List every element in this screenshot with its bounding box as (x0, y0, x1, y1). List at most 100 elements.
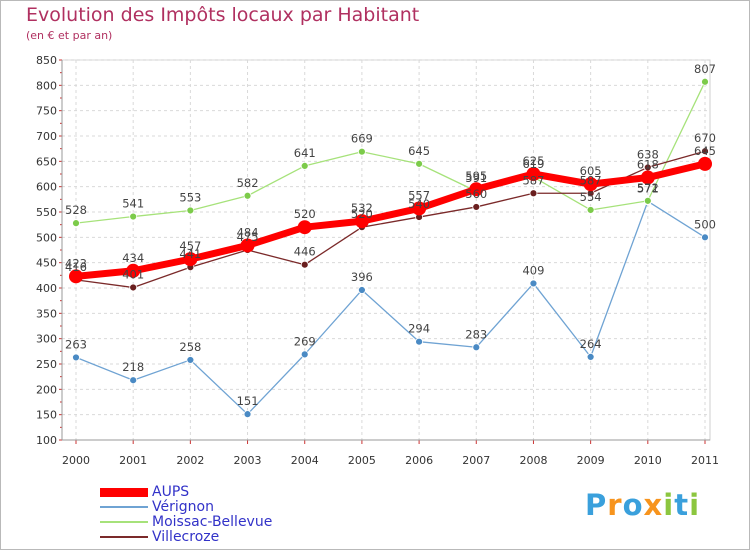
data-label-moissac-bellevue: 619 (522, 157, 544, 171)
data-label-aups: 484 (237, 225, 259, 239)
legend-swatch (100, 521, 148, 523)
data-label-moissac-bellevue: 669 (351, 132, 373, 146)
data-point-moissac-bellevue (701, 77, 709, 86)
data-label-villecroze: 560 (465, 187, 487, 201)
data-point-moissac-bellevue (186, 206, 195, 215)
data-point-verignon (415, 337, 423, 346)
legend-label: Villecroze (152, 529, 220, 545)
data-label-villecroze: 587 (522, 173, 544, 187)
logo-letter: x (643, 488, 664, 522)
y-tick-label: 200 (36, 383, 57, 396)
data-label-verignon: 264 (580, 337, 602, 351)
legend-swatch (100, 536, 148, 538)
data-label-moissac-bellevue: 554 (580, 190, 602, 204)
y-tick-label: 550 (36, 206, 57, 219)
data-point-aups (126, 263, 141, 278)
data-label-moissac-bellevue: 541 (122, 197, 144, 211)
data-label-villecroze: 416 (65, 260, 87, 274)
data-label-moissac-bellevue: 572 (637, 181, 659, 195)
data-point-verignon (72, 353, 80, 362)
data-point-verignon (472, 343, 481, 352)
data-label-verignon: 571 (637, 181, 659, 195)
data-label-villecroze: 401 (122, 267, 144, 281)
legend-item-villecroze: Villecroze (100, 529, 400, 545)
logo-letter: i (663, 488, 675, 522)
data-point-aups (698, 156, 712, 171)
data-point-villecroze (529, 189, 538, 198)
data-point-verignon (243, 410, 252, 419)
data-point-villecroze (701, 147, 709, 156)
data-point-moissac-bellevue (72, 219, 80, 228)
legend-swatch (100, 487, 148, 497)
x-tick-label: 2005 (348, 454, 376, 467)
y-tick-label: 650 (36, 155, 57, 168)
data-point-moissac-bellevue (643, 196, 652, 205)
data-label-moissac-bellevue: 641 (294, 146, 316, 160)
data-label-verignon: 269 (294, 334, 316, 348)
data-label-moissac-bellevue: 591 (465, 171, 487, 185)
proxiti-logo: Proxiti (585, 488, 700, 522)
data-point-verignon (358, 286, 366, 294)
data-point-verignon (186, 356, 195, 364)
data-label-verignon: 283 (465, 327, 487, 341)
data-label-aups: 423 (65, 256, 87, 270)
data-label-villecroze: 587 (580, 173, 602, 187)
y-tick-label: 450 (36, 257, 57, 270)
plot-area (61, 59, 711, 441)
data-label-aups: 625 (522, 154, 544, 168)
logo-letter: t (674, 488, 690, 522)
data-label-verignon: 263 (65, 337, 87, 351)
data-label-verignon: 258 (179, 340, 201, 354)
x-tick-label: 2007 (462, 454, 490, 467)
data-point-aups (469, 182, 484, 197)
x-tick-label: 2008 (519, 454, 547, 467)
y-tick-label: 250 (36, 358, 57, 371)
data-point-aups (69, 269, 83, 284)
data-label-aups: 434 (122, 251, 144, 265)
y-tick-label: 850 (36, 54, 57, 67)
series-line-villecroze (75, 150, 706, 289)
data-point-aups (583, 177, 598, 192)
data-label-verignon: 294 (408, 322, 430, 336)
data-label-villecroze: 446 (294, 245, 316, 259)
data-point-moissac-bellevue (415, 159, 423, 168)
logo-letter: o (622, 488, 644, 522)
y-tick-label: 100 (36, 434, 57, 447)
data-label-aups: 595 (465, 169, 487, 183)
data-point-moissac-bellevue (586, 206, 595, 214)
data-label-moissac-bellevue: 807 (694, 62, 716, 76)
data-label-moissac-bellevue: 553 (179, 190, 201, 204)
data-label-moissac-bellevue: 582 (237, 176, 259, 190)
legend: AUPS Vérignon Moissac-Bellevue Villecroze (100, 484, 400, 545)
data-point-aups (412, 201, 427, 216)
y-tick-label: 350 (36, 307, 57, 320)
data-label-verignon: 396 (351, 270, 373, 284)
logo-letter: r (607, 488, 623, 522)
data-label-aups: 457 (179, 239, 201, 253)
data-point-aups (183, 252, 198, 267)
data-point-villecroze (129, 283, 138, 292)
data-point-aups (240, 238, 255, 253)
line-chart: 100 150 200 250 300 350 400 450 500 550 600 650 700 7… (36, 54, 719, 467)
data-label-aups: 605 (580, 164, 602, 178)
series-line-moissac-bellevue (75, 81, 706, 224)
data-point-aups (640, 170, 655, 185)
data-point-moissac-bellevue (358, 147, 366, 156)
data-point-aups (354, 214, 369, 229)
data-point-verignon (300, 350, 309, 359)
data-point-verignon (701, 233, 709, 242)
data-label-verignon: 218 (122, 360, 144, 374)
data-label-villecroze: 670 (694, 131, 716, 145)
data-point-verignon (129, 376, 138, 385)
x-tick-label: 2001 (119, 454, 147, 467)
data-point-villecroze (300, 260, 309, 269)
data-label-verignon: 409 (522, 263, 544, 277)
x-tick-label: 2004 (291, 454, 319, 467)
data-point-moissac-bellevue (300, 161, 309, 170)
legend-label: Vérignon (152, 499, 214, 515)
legend-item-verignon: Vérignon (100, 499, 400, 515)
x-tick-label: 2002 (176, 454, 204, 467)
y-tick-label: 700 (36, 130, 57, 143)
data-label-villecroze: 475 (237, 230, 259, 244)
data-point-moissac-bellevue (129, 212, 138, 221)
